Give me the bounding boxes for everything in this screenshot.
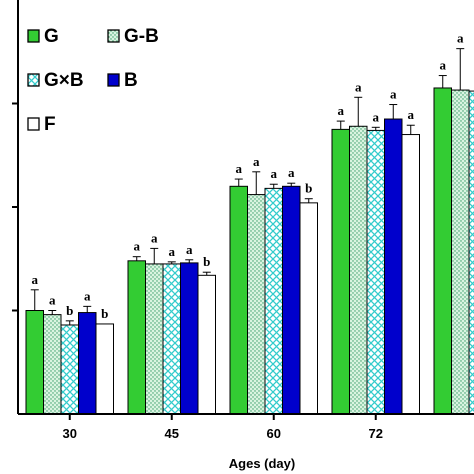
bar-B-72: [384, 118, 403, 415]
bar-F-30: [95, 323, 114, 415]
legend-label: F: [44, 114, 56, 135]
legend-label: B: [124, 70, 138, 91]
bar-G×B-60: [264, 187, 283, 415]
bar-G×B-30: [60, 324, 79, 415]
significance-label: a: [390, 87, 397, 102]
significance-label: b: [203, 254, 210, 269]
legend-swatch: [27, 29, 40, 43]
bar-G-72: [331, 128, 350, 415]
significance-label: a: [338, 103, 345, 118]
bar-B-30: [78, 312, 97, 415]
legend-item-B: B: [107, 70, 138, 91]
x-axis-title: Ages (day): [229, 456, 295, 471]
significance-label: a: [134, 239, 141, 254]
significance-label: a: [373, 109, 380, 124]
legend-label: G-B: [124, 26, 159, 47]
bar-G-45: [127, 260, 146, 415]
legend-swatch: [107, 29, 120, 43]
significance-label: a: [253, 154, 260, 169]
legend-label: G: [44, 26, 59, 47]
bar-B-60: [282, 185, 301, 415]
bar-G-B-8: [451, 89, 470, 415]
x-tick-label: 45: [165, 426, 179, 441]
x-tick-label: 30: [63, 426, 77, 441]
bar-G-B-72: [349, 125, 368, 415]
significance-label: b: [66, 303, 73, 318]
bar-F-60: [299, 202, 318, 415]
significance-label: a: [49, 293, 56, 308]
significance-label: a: [271, 166, 278, 181]
bar-G-B-45: [145, 263, 164, 415]
bar-G-8: [433, 87, 452, 415]
bar-B-45: [180, 262, 199, 415]
significance-label: a: [186, 242, 193, 257]
legend-item-F: F: [27, 114, 56, 135]
significance-label: a: [440, 58, 447, 73]
significance-label: a: [84, 288, 91, 303]
x-tick-label: 72: [369, 426, 383, 441]
significance-label: a: [169, 244, 176, 259]
significance-label: a: [457, 31, 464, 46]
bar-G-B-60: [247, 194, 266, 415]
legend-swatch: [27, 73, 40, 87]
significance-label: a: [355, 79, 362, 94]
significance-label: b: [101, 306, 108, 321]
legend-label: G×B: [44, 70, 84, 91]
significance-label: a: [236, 161, 243, 176]
bar-F-72: [401, 134, 420, 415]
bar-G-30: [25, 310, 44, 415]
legend-item-G: G: [27, 26, 59, 47]
significance-label: a: [288, 165, 295, 180]
legend-swatch: [107, 73, 120, 87]
bar-F-45: [197, 274, 216, 415]
legend-swatch: [27, 117, 40, 131]
significance-label: a: [408, 107, 415, 122]
x-tick-label: 60: [267, 426, 281, 441]
bar-G×B-72: [366, 129, 385, 415]
bar-G×B-45: [162, 263, 181, 415]
bar-G-B-30: [43, 314, 62, 415]
bar-G-60: [229, 185, 248, 415]
significance-label: a: [32, 272, 39, 287]
bar-G×B-8: [468, 90, 474, 415]
significance-label: a: [151, 230, 158, 245]
legend-item-G×B: G×B: [27, 70, 84, 91]
legend-item-G-B: G-B: [107, 26, 159, 47]
significance-label: b: [305, 181, 312, 196]
